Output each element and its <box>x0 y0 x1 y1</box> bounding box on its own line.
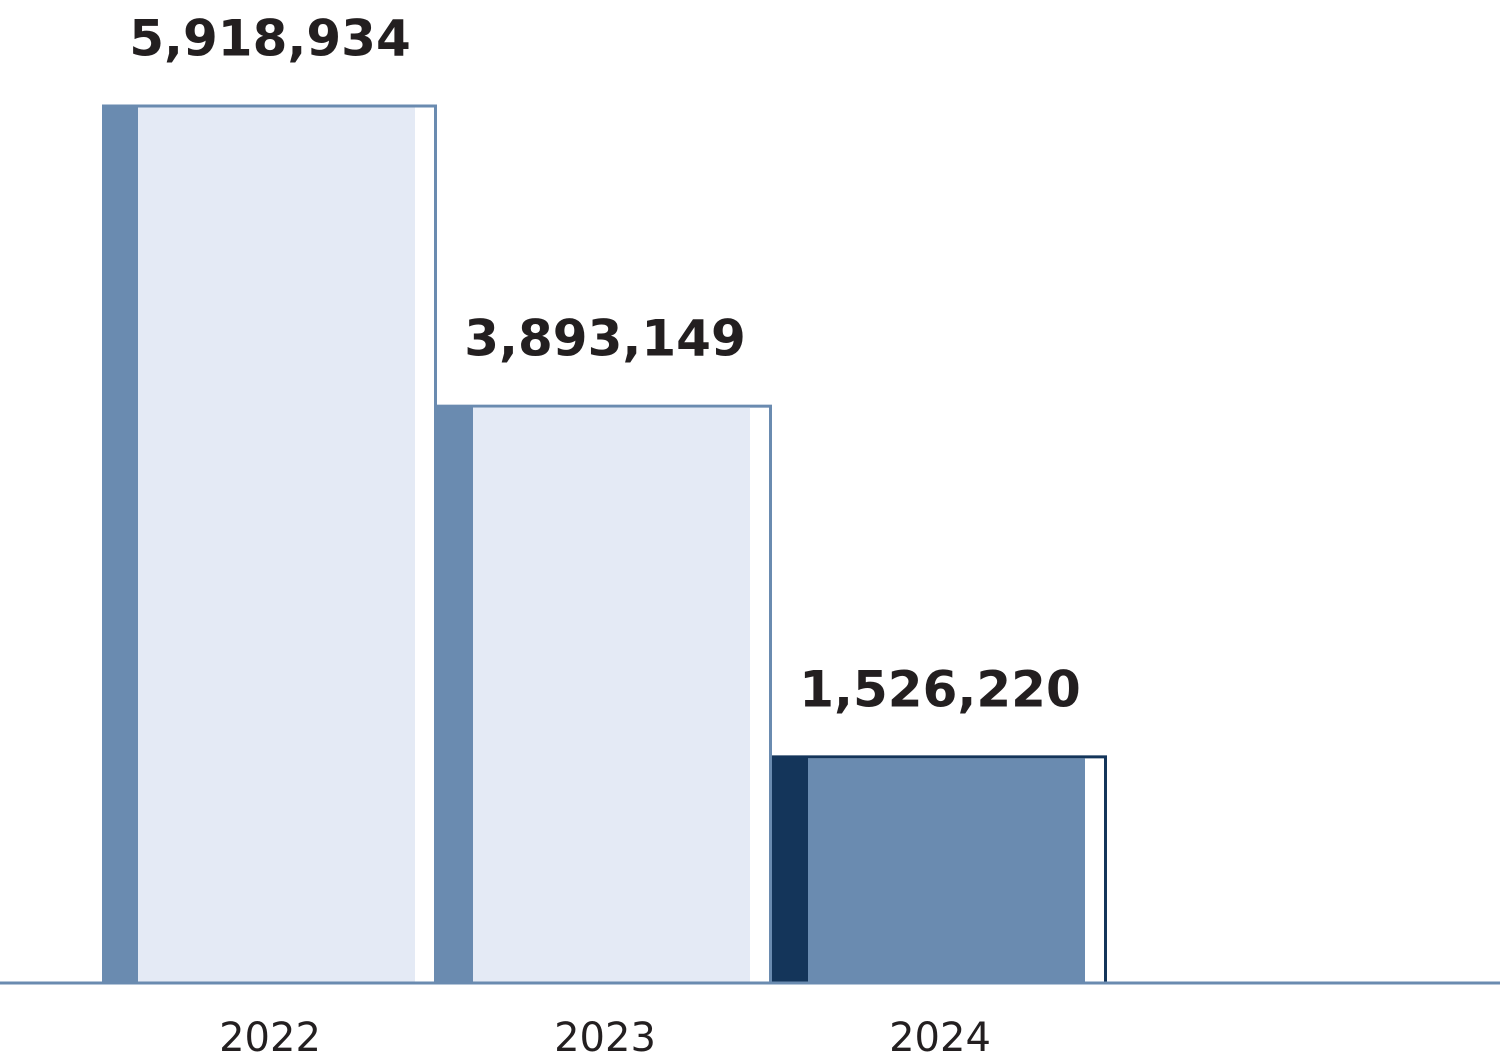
value-label: 5,918,934 <box>129 10 411 68</box>
value-label: 3,893,149 <box>464 310 746 368</box>
bar-side <box>437 406 473 983</box>
bar-side <box>772 756 808 983</box>
x-tick-label: 2023 <box>554 1015 656 1056</box>
bar-face <box>138 107 415 983</box>
value-label: 1,526,220 <box>799 660 1081 718</box>
x-tick-label: 2022 <box>219 1015 321 1056</box>
bar-side <box>102 106 138 983</box>
bar-face <box>808 758 1085 983</box>
bar-face <box>473 407 750 983</box>
x-tick-label: 2024 <box>889 1015 991 1056</box>
